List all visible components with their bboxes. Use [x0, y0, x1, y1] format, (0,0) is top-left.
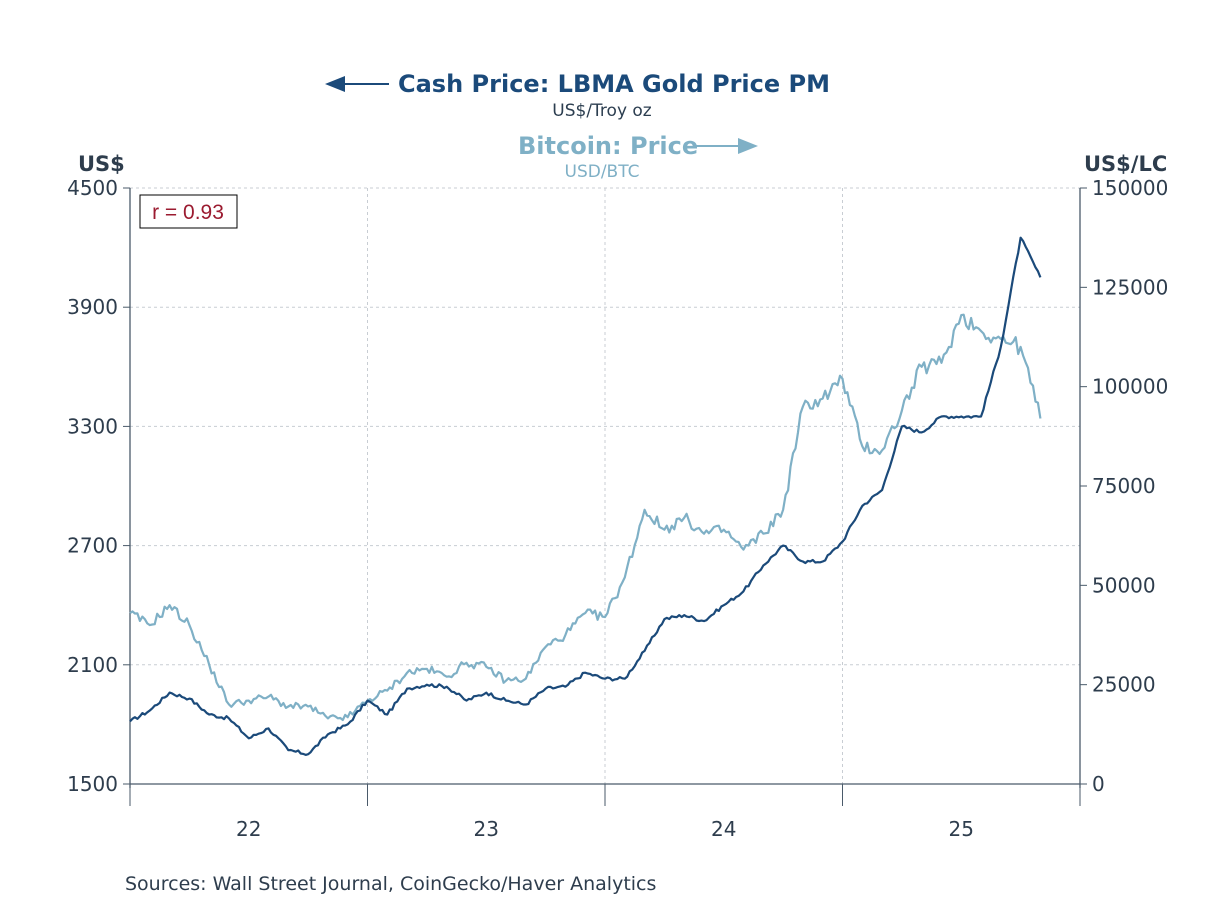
left-tick-label: 2700 [67, 534, 118, 558]
left-tick-label: 1500 [67, 772, 118, 796]
right-tick-label: 150000 [1092, 176, 1168, 200]
arrow-right-head-icon [738, 138, 758, 154]
correlation-box [139, 194, 238, 229]
legend-gold-units: US$/Troy oz [552, 101, 652, 121]
right-tick-label: 75000 [1092, 474, 1156, 498]
legend-btc: Bitcoin: Price USD/BTC [518, 132, 758, 182]
series-lines [129, 236, 1042, 756]
x-axis-ticks: 22 23 24 25 [129, 784, 1081, 841]
x-tick-label: 25 [949, 817, 974, 841]
legend-gold-title: Cash Price: LBMA Gold Price PM [398, 70, 830, 98]
legend-gold: Cash Price: LBMA Gold Price PM US$/Troy … [325, 70, 830, 121]
x-tick-label: 22 [236, 817, 261, 841]
right-axis-ticks: 0 25000 50000 75000 100000 125000 150000 [1080, 176, 1168, 796]
gridlines [130, 187, 1080, 784]
right-tick-label: 100000 [1092, 375, 1168, 399]
right-axis-unit: US$/LC [1084, 152, 1167, 176]
left-tick-label: 3300 [67, 414, 118, 438]
legend-btc-units: USD/BTC [565, 162, 640, 182]
left-axis-unit: US$ [78, 152, 125, 176]
right-tick-label: 25000 [1092, 673, 1156, 697]
right-tick-label: 50000 [1092, 573, 1156, 597]
sources-footnote: Sources: Wall Street Journal, CoinGecko/… [125, 873, 656, 895]
legend-btc-title: Bitcoin: Price [518, 132, 698, 160]
x-tick-label: 24 [711, 817, 736, 841]
right-tick-label: 0 [1092, 772, 1105, 796]
left-tick-label: 2100 [67, 653, 118, 677]
bitcoin-price-line [129, 313, 1042, 722]
right-tick-label: 125000 [1092, 275, 1168, 299]
gold-price-line [129, 236, 1042, 756]
correlation-annotation: r = 0.93 [139, 194, 238, 229]
left-tick-label: 3900 [67, 295, 118, 319]
correlation-text: r = 0.93 [152, 201, 224, 224]
left-axis-ticks: 1500 2100 2700 3300 3900 4500 [67, 176, 130, 796]
arrow-left-head-icon [325, 76, 345, 92]
x-tick-label: 23 [474, 817, 499, 841]
left-tick-label: 4500 [67, 176, 118, 200]
